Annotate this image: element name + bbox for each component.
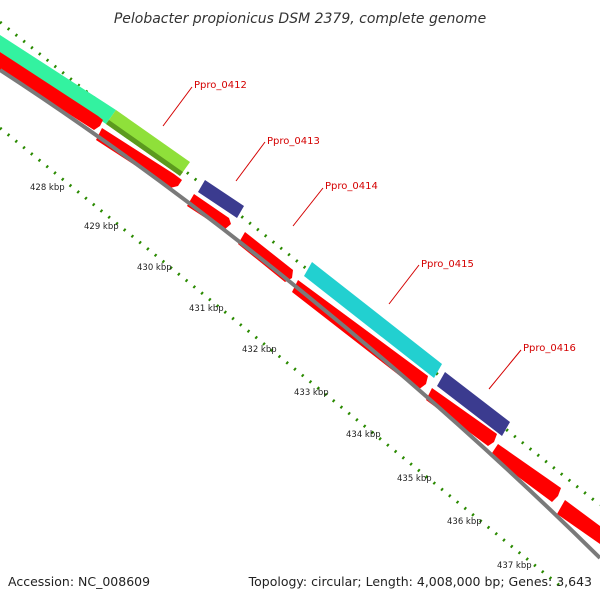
inner-dotted-scale <box>0 126 566 592</box>
accession-text: Accession: NC_008609 <box>8 574 150 589</box>
feature-bar-lime-shade <box>106 120 183 176</box>
tick-label-437: 437 kbp <box>497 561 532 571</box>
leader-ppro-0414 <box>292 187 324 227</box>
cds-arrow-1 <box>0 52 103 130</box>
cds-track <box>0 52 600 544</box>
scale-ticks: 428 kbp 429 kbp 430 kbp 431 kbp 432 kbp … <box>30 183 532 571</box>
leader-ppro-0415 <box>388 264 420 305</box>
leader-ppro-0412 <box>162 86 193 127</box>
gene-label-ppro-0416[interactable]: Ppro_0416 <box>523 343 576 354</box>
cds-arrow-6 <box>426 388 497 446</box>
leader-ppro-0416 <box>488 349 522 390</box>
tick-label-430: 430 kbp <box>137 263 172 273</box>
tick-label-433: 433 kbp <box>294 388 329 398</box>
tick-label-432: 432 kbp <box>242 345 277 355</box>
gene-label-ppro-0415[interactable]: Ppro_0415 <box>421 259 474 270</box>
cds-arrow-4 <box>238 232 293 282</box>
tick-label-429: 429 kbp <box>84 222 119 232</box>
feature-bar-cyan <box>304 262 442 378</box>
cds-arrow-7 <box>490 444 561 502</box>
genome-summary-text: Topology: circular; Length: 4,008,000 bp… <box>248 574 592 589</box>
cds-arrow-3 <box>187 194 231 230</box>
gene-label-ppro-0414[interactable]: Ppro_0414 <box>325 181 378 192</box>
feature-bar-navy-1 <box>198 180 244 218</box>
tick-label-428: 428 kbp <box>30 183 65 193</box>
genome-backbone <box>0 68 600 560</box>
feature-bar-green <box>0 35 116 124</box>
leader-ppro-0413 <box>235 141 266 182</box>
cds-arrow-5 <box>292 280 428 390</box>
gene-label-ppro-0412[interactable]: Ppro_0412 <box>194 80 247 91</box>
cds-arrow-2 <box>96 128 182 188</box>
gene-labels: Ppro_0412 Ppro_0413 Ppro_0414 Ppro_0415 … <box>162 80 576 390</box>
tick-label-431: 431 kbp <box>189 304 224 314</box>
tick-label-434: 434 kbp <box>346 430 381 440</box>
feature-track <box>0 35 510 436</box>
feature-bar-lime <box>106 110 190 176</box>
feature-bar-navy-2 <box>437 372 510 436</box>
tick-label-435: 435 kbp <box>397 474 432 484</box>
gene-label-ppro-0413[interactable]: Ppro_0413 <box>267 136 320 147</box>
cds-arrow-8 <box>557 500 600 544</box>
map-title: Pelobacter propionicus DSM 2379, complet… <box>114 11 486 27</box>
tick-label-436: 436 kbp <box>447 517 482 527</box>
